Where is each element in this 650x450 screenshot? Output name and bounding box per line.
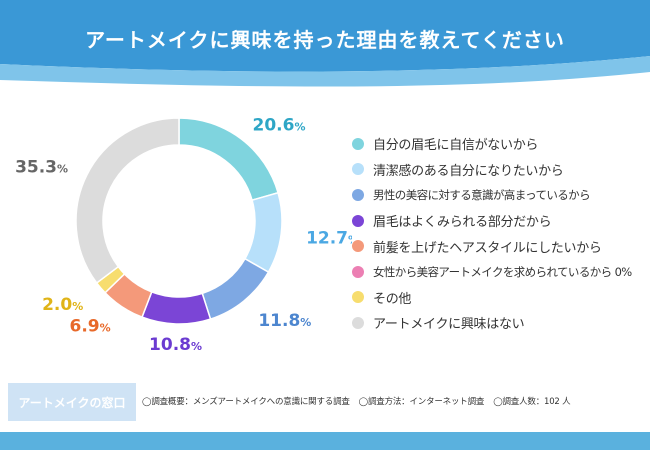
legend-item-6: 女性から美容アートメイクを求められているから 0% — [352, 259, 647, 285]
legend-swatch — [352, 291, 364, 304]
header-banner: アートメイクに興味を持った理由を教えてください — [0, 0, 650, 88]
data-label-1: 20.6% — [252, 116, 305, 136]
header-background — [0, 0, 650, 87]
footer-bar — [0, 432, 650, 450]
survey-note-2: ◯調査方法：インターネット調査 — [358, 397, 485, 407]
legend-item-7: その他 — [352, 285, 647, 311]
legend-item-5: 前髪を上げたヘアスタイルにしたいから — [352, 233, 647, 259]
legend-label: 自分の眉毛に自信がないから — [373, 138, 539, 154]
slice-4 — [141, 290, 212, 325]
survey-note-3: ◯調査人数：102 人 — [493, 397, 571, 407]
legend-label: 前髪を上げたヘアスタイルにしたいから — [373, 240, 602, 256]
legend-swatch — [352, 316, 364, 329]
legend-item-2: 清潔感のある自分になりたいから — [352, 157, 647, 183]
legend-label: その他 — [373, 291, 412, 307]
legend-label: 男性の美容に対する意識が高まっているから — [373, 187, 591, 202]
slice-8 — [75, 117, 180, 284]
legend-label: 女性から美容アートメイクを求められているから 0% — [373, 264, 632, 279]
data-label-8: 35.3% — [15, 158, 68, 178]
brand-logo: アートメイクの窓口 — [8, 383, 136, 421]
slice-2 — [243, 191, 283, 274]
data-label-7: 2.0% — [42, 295, 83, 315]
legend-label: 清潔感のある自分になりたいから — [373, 163, 564, 179]
legend-item-1: 自分の眉毛に自信がないから — [352, 131, 647, 157]
donut-chart: 20.6% 12.7% 11.8% 10.8% 6.9%2.0% 35.3% — [15, 116, 352, 355]
legend-swatch — [352, 240, 364, 253]
legend-swatch — [352, 188, 364, 201]
data-label-4: 10.8% — [149, 335, 202, 355]
data-label-3: 11.8% — [258, 311, 311, 331]
page-title: アートメイクに興味を持った理由を教えてください — [85, 28, 565, 52]
legend-item-3: 男性の美容に対する意識が高まっているから — [352, 182, 647, 208]
legend-swatch — [352, 163, 364, 176]
survey-note-1: ◯調査概要：メンズアートメイクへの意識に関する調査 — [142, 397, 350, 407]
survey-notes: ◯調査概要：メンズアートメイクへの意識に関する調査 ◯調査方法：インターネット調査… — [142, 395, 647, 407]
legend-swatch — [352, 214, 364, 227]
legend-swatch — [352, 265, 364, 278]
legend-item-4: 眉毛はよくみられる部分だから — [352, 208, 647, 234]
legend-label: アートメイクに興味はない — [373, 317, 525, 333]
data-label-2: 12.7% — [306, 228, 352, 248]
legend-label: 眉毛はよくみられる部分だから — [373, 215, 552, 231]
legend-item-8: アートメイクに興味はない — [352, 310, 647, 336]
chart-legend: 自分の眉毛に自信がないから清潔感のある自分になりたいから男性の美容に対する意識が… — [352, 131, 647, 336]
data-label-5: 6.9% — [70, 316, 111, 336]
legend-swatch — [352, 137, 364, 150]
